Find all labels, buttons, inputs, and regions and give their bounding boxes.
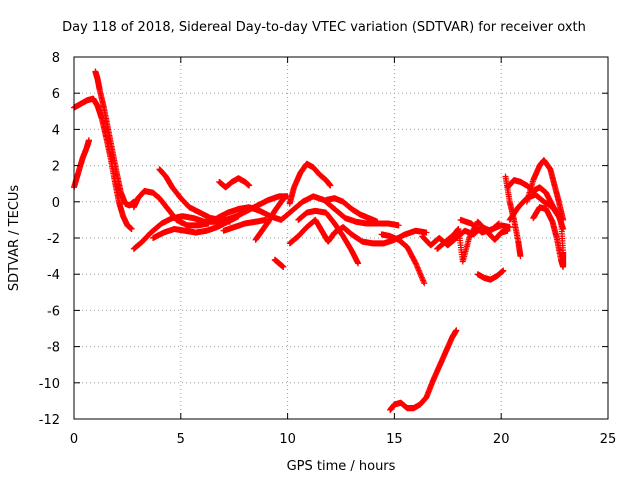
y-tick-label: 4 — [52, 123, 60, 138]
data-point — [374, 218, 381, 225]
y-tick-label: -12 — [39, 413, 60, 428]
series-arc-2 — [71, 137, 92, 191]
axis-ticks — [73, 56, 609, 420]
x-tick-labels: 0 5 10 15 20 25 — [70, 432, 616, 447]
x-tick-label: 5 — [177, 432, 185, 447]
y-tick-label: -10 — [39, 377, 60, 392]
y-tick-label: 6 — [52, 87, 60, 102]
data-point — [327, 182, 334, 189]
series-arc-13 — [286, 160, 334, 207]
data-marks — [71, 68, 567, 413]
x-tick-label: 10 — [279, 432, 296, 447]
data-point — [355, 260, 362, 267]
data-point — [280, 263, 287, 270]
data-point — [85, 137, 92, 144]
chart-title: Day 118 of 2018, Sidereal Day-to-day VTE… — [62, 20, 586, 35]
series-arc-18 — [387, 327, 460, 413]
data-point — [453, 327, 460, 334]
series-arc-16 — [323, 195, 381, 225]
series-arc-20 — [434, 218, 511, 265]
data-point — [517, 253, 524, 260]
series-arc-11 — [252, 193, 289, 243]
series-arc-22 — [474, 267, 507, 283]
series-arc-8 — [214, 193, 402, 229]
data-point — [235, 213, 242, 220]
data-point — [282, 193, 289, 200]
y-tick-label: 2 — [52, 160, 60, 175]
series-arc-15 — [295, 207, 362, 267]
series-arc-21 — [457, 216, 513, 236]
data-point — [246, 182, 253, 189]
x-tick-label: 25 — [600, 432, 617, 447]
data-point — [423, 229, 430, 236]
y-tick-label: -8 — [47, 341, 60, 356]
series-arc-9 — [216, 175, 253, 191]
data-point — [560, 216, 567, 223]
x-axis-title: GPS time / hours — [287, 459, 396, 474]
data-point — [560, 263, 567, 270]
y-tick-label: -2 — [47, 232, 60, 247]
y-tick-label: -4 — [47, 268, 60, 283]
series-arc-17 — [378, 231, 428, 287]
series-arc-26 — [523, 157, 567, 223]
data-point — [506, 224, 513, 231]
data-point — [395, 222, 402, 229]
data-point — [421, 280, 428, 287]
y-tick-label: 0 — [52, 196, 60, 211]
data-point — [500, 267, 507, 274]
x-tick-label: 20 — [493, 432, 510, 447]
y-axis-title: SDTVAR / TECUs — [7, 185, 22, 292]
series-arc-12 — [271, 256, 287, 270]
series-arc-10 — [220, 216, 270, 234]
series-arc-7 — [150, 213, 242, 241]
y-tick-label: -6 — [47, 304, 60, 319]
data-point — [128, 225, 135, 232]
y-tick-labels: -12 -10 -8 -6 -4 -2 0 2 4 6 8 — [39, 51, 60, 428]
x-tick-label: 15 — [386, 432, 403, 447]
series-arc-27 — [530, 204, 567, 270]
x-tick-label: 0 — [70, 432, 78, 447]
y-tick-label: 8 — [52, 51, 60, 66]
